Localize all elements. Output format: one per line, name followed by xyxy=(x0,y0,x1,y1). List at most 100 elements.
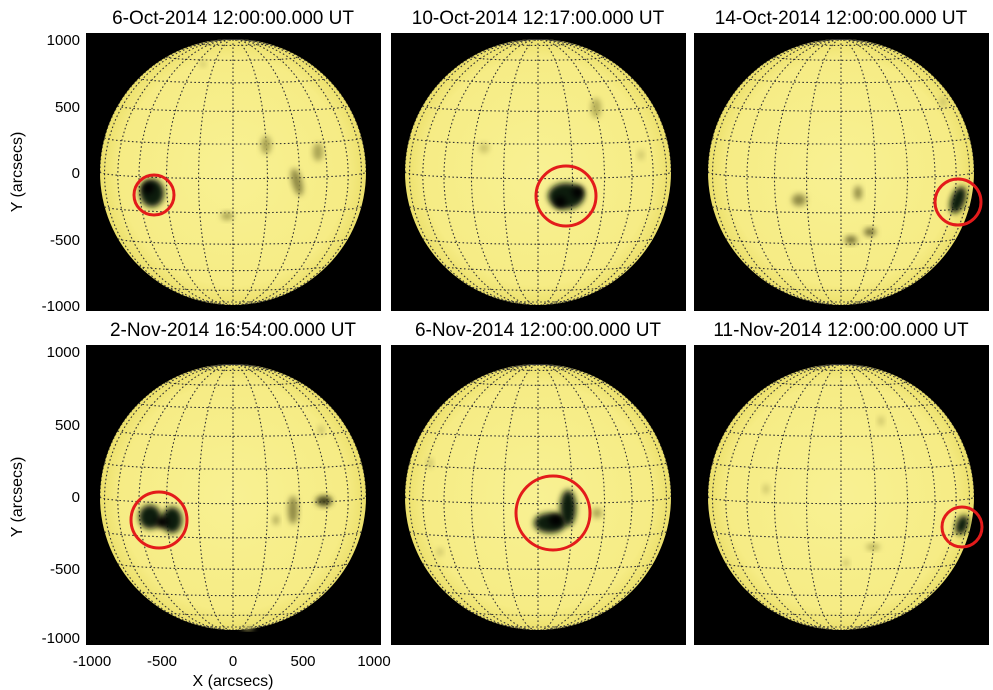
faint-region xyxy=(261,136,271,154)
panel-3: 14-Oct-2014 12:00:00.000 UT xyxy=(694,8,989,311)
grid-line xyxy=(199,300,267,303)
grid-line xyxy=(806,39,842,305)
grid-line xyxy=(232,39,363,303)
grid-line xyxy=(840,39,876,305)
y-tick-label: -500 xyxy=(50,232,80,249)
x-axis-label: X (arcsecs) xyxy=(193,673,274,690)
y-tick-label: -500 xyxy=(50,561,80,578)
grid-line xyxy=(422,39,539,305)
grid-line xyxy=(166,611,300,616)
y-tick-label: -1000 xyxy=(42,630,80,647)
faint-region xyxy=(479,143,489,153)
grid-line xyxy=(840,364,909,630)
grid-line xyxy=(503,39,539,305)
grid-line xyxy=(199,625,267,628)
grid-line xyxy=(165,56,301,61)
grid-line xyxy=(840,364,876,630)
active-region xyxy=(955,515,969,535)
grid-line xyxy=(405,39,538,173)
faint-region xyxy=(290,168,304,196)
faint-region xyxy=(242,626,254,630)
grid-line xyxy=(841,39,974,173)
grid-line xyxy=(773,381,909,386)
grid-line xyxy=(708,364,841,498)
grid-line xyxy=(117,238,349,245)
faint-region xyxy=(592,508,602,518)
grid-line xyxy=(840,39,909,305)
grid-line xyxy=(725,39,842,305)
grid-line xyxy=(443,402,633,409)
active-regions xyxy=(139,425,332,630)
heliographic-grid xyxy=(405,39,671,305)
x-tick-label: 500 xyxy=(290,653,315,670)
grid-line xyxy=(198,364,234,630)
highlight-circle xyxy=(129,490,189,550)
panel-5: 6-Nov-2014 12:00:00.000 UT xyxy=(391,320,686,645)
faint-region xyxy=(313,143,323,161)
grid-line xyxy=(747,590,935,597)
x-tick-label: -1000 xyxy=(73,653,111,670)
grid-line xyxy=(537,39,606,305)
grid-line xyxy=(233,364,366,498)
grid-line xyxy=(537,364,668,628)
grid-line xyxy=(504,625,572,628)
grid-line xyxy=(503,364,539,630)
grid-line xyxy=(232,364,349,630)
faint-region xyxy=(854,186,862,200)
grid-line xyxy=(117,364,234,630)
active-region xyxy=(162,507,182,533)
heliographic-grid xyxy=(405,364,671,630)
panel-title: 11-Nov-2014 12:00:00.000 UT xyxy=(713,320,969,341)
grid-line xyxy=(444,590,632,597)
grid-line xyxy=(422,364,539,630)
y-axis-bottom: 1000 500 0 -500 -1000 Y (arcsecs) xyxy=(9,344,80,647)
grid-line xyxy=(725,364,842,630)
grid-line xyxy=(774,611,908,616)
grid-line xyxy=(807,625,875,628)
grid-line xyxy=(165,381,301,386)
grid-line xyxy=(537,364,606,630)
grid-line xyxy=(773,39,842,305)
grid-line xyxy=(537,39,573,305)
grid-line xyxy=(232,39,268,305)
grid-line xyxy=(232,39,349,305)
active-region-core xyxy=(142,182,154,194)
panel-title: 10-Oct-2014 12:17:00.000 UT xyxy=(412,8,665,29)
grid-line xyxy=(166,286,300,291)
y-tick-label: 1000 xyxy=(47,344,80,361)
grid-line xyxy=(139,265,327,272)
grid-line xyxy=(537,364,654,630)
grid-line xyxy=(807,300,875,303)
active-regions xyxy=(763,416,969,567)
grid-line xyxy=(408,364,539,628)
panel-title: 14-Oct-2014 12:00:00.000 UT xyxy=(715,8,968,29)
grid-line xyxy=(233,39,366,173)
grid-line xyxy=(538,39,671,173)
grid-line xyxy=(103,39,234,303)
faint-region xyxy=(437,548,443,556)
grid-line xyxy=(232,39,301,305)
grid-line xyxy=(537,39,654,305)
faint-region xyxy=(221,212,233,220)
grid-line xyxy=(444,265,632,272)
grid-line xyxy=(165,39,234,305)
grid-line xyxy=(746,402,936,409)
highlight-circle xyxy=(534,164,598,228)
grid-line xyxy=(470,39,539,305)
active-region-core xyxy=(155,516,169,528)
faint-region xyxy=(273,515,279,525)
grid-line xyxy=(100,39,233,173)
grid-line xyxy=(422,238,654,245)
grid-line xyxy=(746,77,936,84)
grid-line xyxy=(165,364,234,630)
heliographic-grid xyxy=(100,364,366,630)
faint-region xyxy=(427,458,433,468)
grid-line xyxy=(138,77,328,84)
active-region-core xyxy=(554,196,566,208)
grid-line xyxy=(117,563,349,570)
y-tick-label: 0 xyxy=(72,165,80,182)
highlight-circle xyxy=(940,505,984,549)
faint-region xyxy=(792,194,806,206)
grid-line xyxy=(725,563,957,570)
grid-line xyxy=(840,364,957,630)
